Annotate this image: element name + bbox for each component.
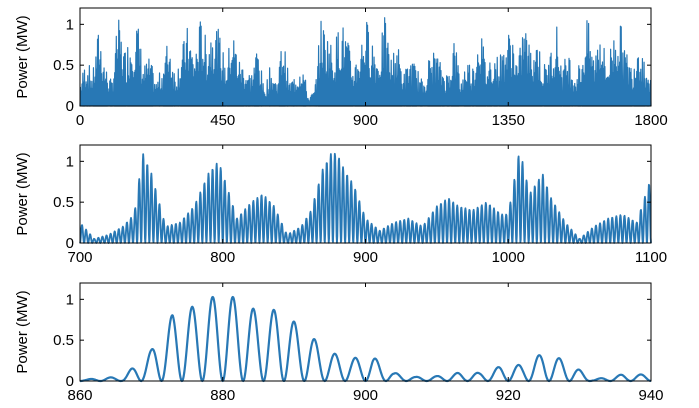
- x-tick-label: 860: [67, 387, 92, 404]
- x-tick-label: 920: [496, 387, 521, 404]
- y-axis-label: Power (MW): [14, 290, 31, 373]
- y-tick-label: 0: [66, 98, 74, 115]
- x-tick-label: 0: [76, 112, 84, 129]
- x-tick-label: 700: [67, 249, 92, 266]
- panel-3: 860 880 900 920 940 0 0.5 1 Power (MW): [14, 282, 664, 404]
- x-tick-label: 1800: [634, 112, 667, 129]
- x-tick-label: 900: [353, 387, 378, 404]
- y-axis-label: Power (MW): [14, 152, 31, 235]
- y-tick-label: 0.5: [53, 332, 74, 349]
- y-tick-label: 1: [66, 16, 74, 33]
- y-tick-label: 1: [66, 153, 74, 170]
- y-tick-label: 0.5: [53, 194, 74, 211]
- x-tick-label: 450: [210, 112, 235, 129]
- x-tick-label: 880: [210, 387, 235, 404]
- series-line: [79, 17, 652, 107]
- panel-1: 0 450 900 1350 1800 0 0.5 1 Power (MW): [14, 7, 668, 129]
- y-axis-label: Power (MW): [14, 15, 31, 98]
- x-tick-label: 900: [353, 249, 378, 266]
- x-tick-label: 1000: [492, 249, 525, 266]
- panel-2: 700 800 900 1000 1100 0 0.5 1 Power (MW): [14, 144, 667, 266]
- x-tick-label: 1100: [635, 249, 667, 266]
- series-line: [79, 152, 652, 244]
- x-tick-label: 800: [210, 249, 235, 266]
- series-line: [79, 295, 652, 383]
- y-tick-label: 0: [66, 235, 74, 252]
- x-tick-label: 900: [353, 112, 378, 129]
- y-tick-label: 0: [66, 373, 74, 390]
- x-tick-label: 940: [638, 387, 663, 404]
- axes-frame: [79, 144, 652, 244]
- y-tick-label: 1: [66, 291, 74, 308]
- x-tick-label: 1350: [492, 112, 525, 129]
- y-tick-label: 0.5: [53, 57, 74, 74]
